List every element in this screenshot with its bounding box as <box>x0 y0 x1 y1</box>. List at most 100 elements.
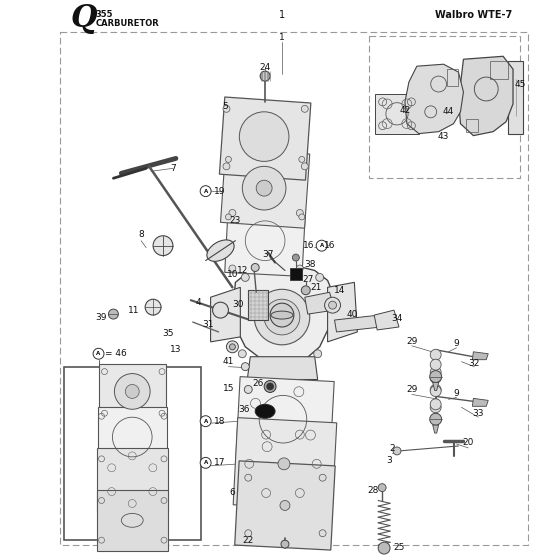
Text: 9: 9 <box>454 389 459 398</box>
Circle shape <box>200 458 211 468</box>
Text: 10: 10 <box>227 270 238 279</box>
Circle shape <box>114 374 150 409</box>
Text: 19: 19 <box>213 186 225 195</box>
Text: 26: 26 <box>253 379 264 388</box>
Text: CARBURETOR: CARBURETOR <box>96 19 159 28</box>
Text: 5: 5 <box>222 102 228 111</box>
Circle shape <box>245 530 252 536</box>
Polygon shape <box>248 357 318 380</box>
Circle shape <box>244 385 252 394</box>
Text: 2: 2 <box>389 445 395 454</box>
Text: 14: 14 <box>334 286 345 295</box>
Circle shape <box>200 186 211 197</box>
Text: 39: 39 <box>96 312 108 321</box>
Ellipse shape <box>255 404 275 418</box>
Circle shape <box>200 416 211 427</box>
Circle shape <box>93 348 104 359</box>
Polygon shape <box>473 352 488 360</box>
Circle shape <box>378 542 390 554</box>
Polygon shape <box>328 282 357 342</box>
Circle shape <box>264 299 300 335</box>
Circle shape <box>267 383 273 390</box>
Text: 1: 1 <box>279 33 285 42</box>
Text: Walbro WTE-7: Walbro WTE-7 <box>435 10 512 20</box>
Circle shape <box>251 264 259 272</box>
Circle shape <box>316 240 327 251</box>
Text: 24: 24 <box>259 63 270 72</box>
Polygon shape <box>236 377 334 466</box>
Circle shape <box>281 540 289 548</box>
Polygon shape <box>290 268 302 281</box>
Polygon shape <box>459 57 513 136</box>
Circle shape <box>299 156 305 162</box>
Circle shape <box>226 156 231 162</box>
Circle shape <box>260 71 270 81</box>
Text: A: A <box>203 460 208 465</box>
Polygon shape <box>405 64 464 134</box>
Polygon shape <box>334 315 381 332</box>
Text: 9: 9 <box>454 339 459 348</box>
Text: 38: 38 <box>304 260 315 269</box>
Circle shape <box>241 363 249 371</box>
Text: 29: 29 <box>406 385 418 394</box>
Polygon shape <box>97 407 167 469</box>
Circle shape <box>280 501 290 510</box>
Text: 8: 8 <box>138 230 144 239</box>
Circle shape <box>393 447 401 455</box>
Circle shape <box>292 254 300 261</box>
Circle shape <box>316 273 324 281</box>
Polygon shape <box>375 94 419 134</box>
Circle shape <box>226 214 231 220</box>
Text: 35: 35 <box>162 329 174 338</box>
Text: 11: 11 <box>128 306 139 315</box>
Circle shape <box>378 484 386 492</box>
Text: A: A <box>203 189 208 194</box>
Circle shape <box>325 297 340 313</box>
Circle shape <box>296 265 304 272</box>
Circle shape <box>430 384 441 395</box>
Circle shape <box>223 105 230 113</box>
Text: 28: 28 <box>367 486 379 495</box>
Text: 37: 37 <box>262 250 274 259</box>
Text: A: A <box>203 419 208 424</box>
Polygon shape <box>248 290 268 320</box>
Circle shape <box>264 381 276 393</box>
Circle shape <box>314 350 321 358</box>
Text: 17: 17 <box>213 458 225 468</box>
Text: 6: 6 <box>230 488 235 497</box>
Text: 22: 22 <box>242 536 254 545</box>
Text: 30: 30 <box>232 300 244 309</box>
Text: 34: 34 <box>391 314 403 323</box>
Polygon shape <box>508 61 523 134</box>
Circle shape <box>319 530 326 536</box>
Polygon shape <box>220 97 311 180</box>
Circle shape <box>226 341 239 353</box>
Circle shape <box>239 350 246 358</box>
Text: 18: 18 <box>213 417 225 426</box>
Circle shape <box>430 371 442 382</box>
Text: 45: 45 <box>514 80 526 88</box>
Ellipse shape <box>207 240 234 262</box>
Circle shape <box>430 359 441 370</box>
Text: 32: 32 <box>469 359 480 368</box>
Circle shape <box>430 367 441 377</box>
Text: 31: 31 <box>202 320 213 329</box>
Circle shape <box>213 302 228 318</box>
Polygon shape <box>221 148 310 228</box>
Circle shape <box>430 399 441 410</box>
Text: A: A <box>96 351 101 356</box>
Circle shape <box>241 273 249 281</box>
Text: 41: 41 <box>223 357 234 366</box>
Text: = 46: = 46 <box>105 349 127 358</box>
Text: 7: 7 <box>170 164 176 173</box>
Circle shape <box>319 474 326 481</box>
Circle shape <box>430 386 441 396</box>
Text: Q: Q <box>71 3 97 34</box>
Text: 21: 21 <box>310 283 321 292</box>
Polygon shape <box>433 382 438 390</box>
Circle shape <box>430 402 441 413</box>
Circle shape <box>145 299 161 315</box>
Circle shape <box>301 286 310 295</box>
Text: 42: 42 <box>399 106 410 115</box>
Text: 33: 33 <box>473 409 484 418</box>
